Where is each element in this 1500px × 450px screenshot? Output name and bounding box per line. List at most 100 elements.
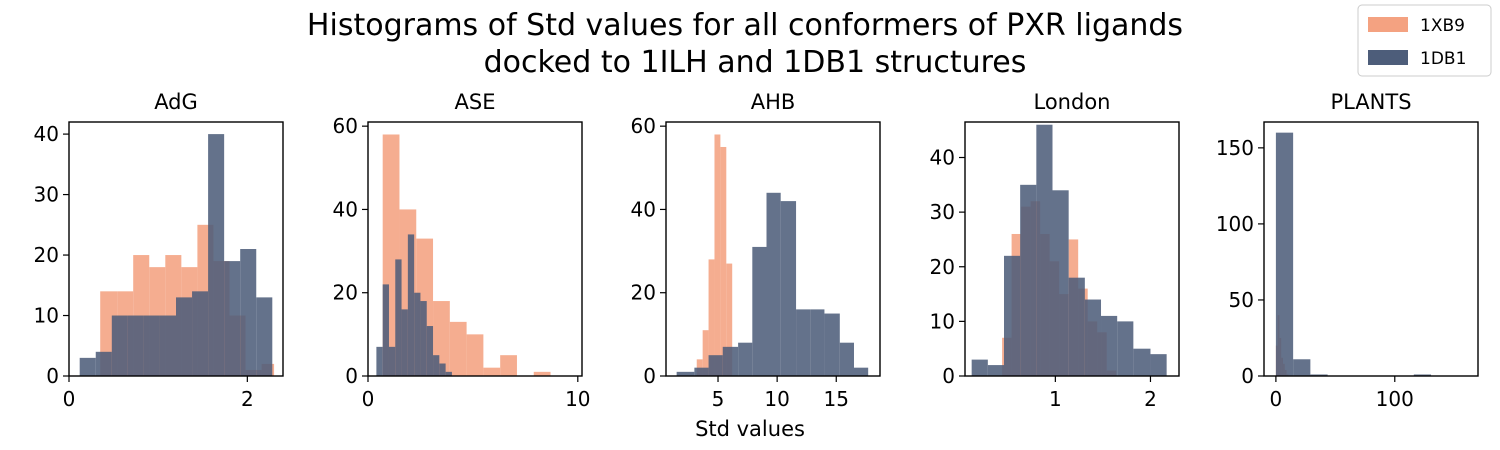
bar-1db1-plants [1310, 374, 1328, 376]
bar-1xb9-ase [466, 334, 484, 376]
x-axis-label: Std values [695, 417, 805, 441]
bar-1db1-ase [407, 234, 415, 376]
bar-1db1-ahb [766, 192, 781, 376]
bar-1db1-ahb [780, 201, 797, 376]
bar-1db1-adg [95, 351, 112, 376]
bar-1db1-london [1117, 321, 1134, 376]
y-tick-label: 40 [333, 197, 358, 221]
bar-1db1-ase [433, 355, 440, 376]
bar-1db1-ase [382, 284, 389, 376]
legend-label-1xb9: 1XB9 [1420, 16, 1465, 36]
x-tick-label: 2 [1144, 387, 1157, 411]
subplot-plants: PLANTS 0 100 0 50 100 150 [1216, 90, 1479, 411]
y-tick-label: 40 [631, 197, 656, 221]
y-tick-label: 40 [34, 122, 59, 146]
bar-1db1-ahb [694, 367, 709, 376]
bar-1db1-adg [111, 315, 128, 376]
bar-1xb9-ahb [720, 146, 727, 376]
bar-1db1-ase [439, 363, 446, 376]
bar-1db1-ase [414, 292, 421, 376]
y-tick-label: 40 [930, 146, 955, 170]
subplot-title-london: London [1034, 90, 1111, 114]
bar-1db1-london [1068, 277, 1085, 376]
bar-1db1-adg [224, 261, 241, 376]
bar-1db1-london [1133, 348, 1151, 376]
bar-1db1-adg [79, 357, 96, 376]
figure-title-line-2: docked to 1ILH and 1DB1 structures [484, 45, 1027, 80]
bar-1xb9-ahb [696, 359, 703, 376]
bar-1db1-adg [240, 249, 257, 376]
bar-1db1-adg [127, 315, 144, 376]
axes-frame-adg [68, 121, 284, 377]
y-tick-label: 30 [930, 200, 955, 224]
bar-1db1-ase [388, 346, 396, 376]
bar-1db1-london [1084, 299, 1102, 376]
bar-1db1-plants [1275, 132, 1294, 376]
bar-1xb9-ase [533, 371, 551, 376]
y-tick-label: 10 [34, 304, 59, 328]
bar-1db1-london [1004, 255, 1021, 376]
bar-1db1-london [1052, 190, 1069, 376]
subplot-title-ase: ASE [455, 90, 496, 114]
bar-1db1-ase [420, 301, 427, 376]
bar-1db1-plants [1413, 374, 1432, 376]
y-tick-label: 0 [46, 364, 59, 388]
subplot-ahb: AHB 5 10 15 0 20 40 60 [631, 90, 881, 411]
bar-1db1-ahb [839, 342, 854, 376]
y-tick-label: 0 [345, 364, 358, 388]
y-tick-label: 0 [942, 364, 955, 388]
axes-frame-plants [1263, 121, 1479, 377]
y-tick-label: 20 [333, 281, 358, 305]
y-tick-label: 20 [930, 255, 955, 279]
x-tick-label: 5 [712, 387, 725, 411]
bar-1db1-adg [208, 134, 225, 376]
y-tick-label: 20 [34, 243, 59, 267]
x-tick-label: 2 [241, 387, 254, 411]
bar-1db1-adg [256, 297, 273, 376]
y-tick-label: 50 [1229, 288, 1254, 312]
x-tick-label: 1 [1049, 387, 1062, 411]
bar-1db1-ahb [810, 309, 825, 376]
bar-1xb9-ahb [702, 330, 709, 376]
subplot-title-ahb: AHB [751, 90, 796, 114]
bar-1xb9-ase [483, 367, 501, 376]
bar-1db1-ase [401, 309, 408, 376]
bar-1db1-ahb [796, 309, 811, 376]
x-tick-label: 10 [764, 387, 789, 411]
bar-1db1-ase [376, 346, 383, 376]
y-tick-label: 20 [631, 281, 656, 305]
x-tick-label: 100 [1376, 387, 1414, 411]
x-tick-label: 0 [1270, 387, 1283, 411]
bar-1db1-adg [176, 297, 193, 376]
bar-1xb9-ahb [726, 263, 733, 376]
y-tick-label: 30 [34, 183, 59, 207]
figure-title-line-1: Histograms of Std values for all conform… [307, 8, 1183, 43]
bars-london [971, 124, 1167, 376]
bar-1xb9-ase [500, 355, 517, 376]
x-tick-label: 0 [63, 387, 76, 411]
y-tick-label: 0 [1241, 364, 1254, 388]
bar-1db1-ase [395, 259, 402, 376]
bar-1db1-london [1101, 315, 1118, 376]
subplot-title-plants: PLANTS [1330, 90, 1411, 114]
bar-1db1-london [1150, 354, 1167, 376]
bar-1xb9-ahb [714, 134, 721, 376]
bar-1xb9-ahb [708, 259, 715, 376]
bar-1db1-ase [445, 371, 452, 376]
legend-swatch-1xb9 [1368, 17, 1408, 32]
axes-frame-london [964, 121, 1180, 377]
x-tick-label: 0 [362, 387, 375, 411]
y-tick-label: 60 [333, 114, 358, 138]
bar-1db1-adg [159, 315, 176, 376]
legend-label-1db1: 1DB1 [1420, 49, 1466, 69]
bars-ahb [676, 134, 869, 376]
y-tick-label: 0 [643, 364, 656, 388]
bar-1db1-london [1036, 124, 1053, 376]
bar-1db1-ahb [722, 346, 739, 376]
bars-plants [1275, 132, 1432, 376]
x-tick-label: 10 [565, 387, 590, 411]
axes-frame-ahb [665, 121, 881, 377]
